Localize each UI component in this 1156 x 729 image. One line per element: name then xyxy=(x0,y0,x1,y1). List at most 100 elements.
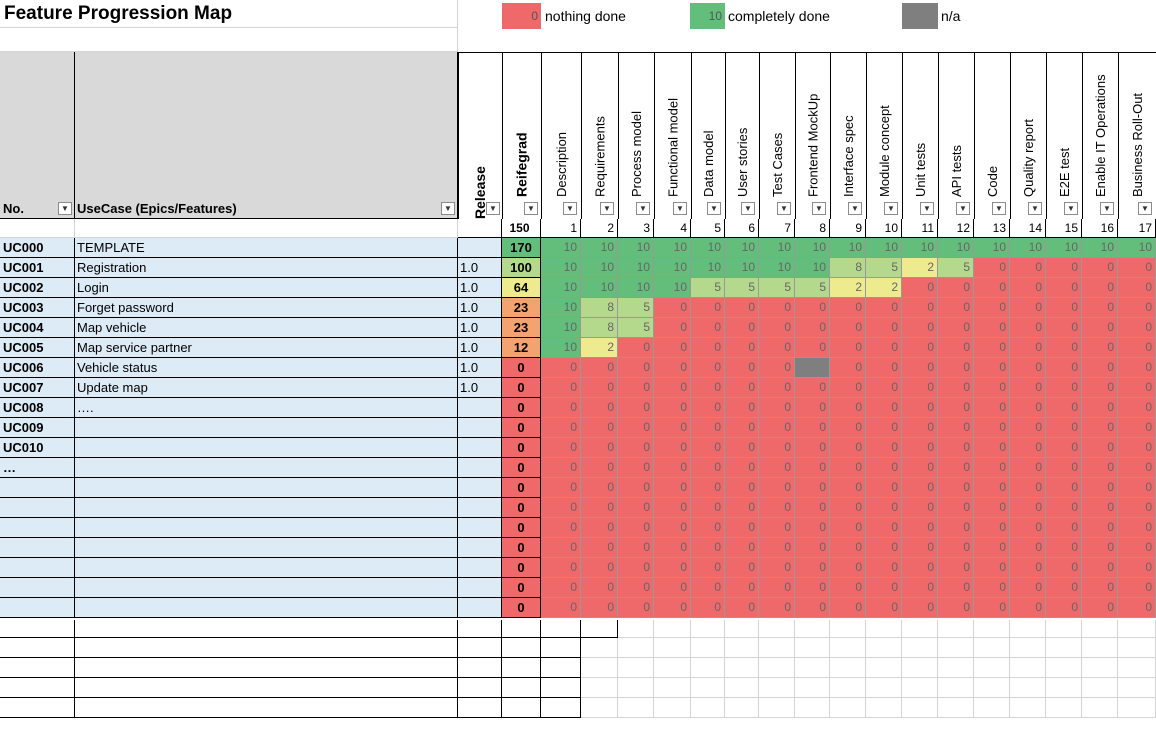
empty-cell[interactable] xyxy=(1082,620,1118,638)
row-task-value[interactable]: 0 xyxy=(830,458,866,478)
row-task-value[interactable]: 0 xyxy=(795,458,830,478)
row-task-value[interactable]: 0 xyxy=(795,498,830,518)
empty-cell[interactable] xyxy=(1010,658,1046,678)
empty-cell[interactable] xyxy=(725,620,759,638)
row-release[interactable]: 1.0 xyxy=(458,318,502,338)
row-task-value[interactable]: 10 xyxy=(618,278,654,298)
empty-cell[interactable] xyxy=(581,638,618,658)
row-release[interactable] xyxy=(458,538,502,558)
row-task-value[interactable]: 0 xyxy=(902,338,938,358)
row-usecase[interactable]: Map service partner xyxy=(75,338,458,358)
row-task-value[interactable]: 0 xyxy=(974,598,1010,618)
empty-cell[interactable] xyxy=(691,678,725,698)
header-task-17[interactable]: Business Roll-Out xyxy=(1118,52,1156,219)
row-task-value[interactable]: 0 xyxy=(1046,278,1082,298)
row-task-value[interactable]: 2 xyxy=(902,258,938,278)
empty-cell[interactable] xyxy=(974,698,1010,718)
filter-dropdown-icon[interactable]: ▼ xyxy=(707,202,721,215)
header-task-13[interactable]: Code xyxy=(974,52,1010,219)
row-release[interactable] xyxy=(458,418,502,438)
empty-cell[interactable] xyxy=(830,678,866,698)
row-task-value[interactable]: 0 xyxy=(866,298,902,318)
row-release[interactable] xyxy=(458,398,502,418)
row-task-value[interactable]: 0 xyxy=(1118,598,1156,618)
empty-cell[interactable] xyxy=(902,620,938,638)
row-task-value[interactable]: 0 xyxy=(725,338,759,358)
row-task-value[interactable]: 0 xyxy=(1118,558,1156,578)
header-task-1[interactable]: Description xyxy=(541,52,581,219)
row-task-value[interactable]: 0 xyxy=(866,378,902,398)
row-task-value[interactable]: 0 xyxy=(1010,398,1046,418)
row-task-value[interactable]: 0 xyxy=(830,418,866,438)
empty-cell[interactable] xyxy=(75,620,458,638)
row-task-value[interactable]: 0 xyxy=(1046,538,1082,558)
empty-cell[interactable] xyxy=(1082,638,1118,658)
header-release[interactable]: Release xyxy=(458,52,502,219)
empty-cell[interactable] xyxy=(75,678,458,698)
header-usecase[interactable]: UseCase (Epics/Features) xyxy=(75,52,458,219)
row-task-value[interactable]: 0 xyxy=(759,378,795,398)
filter-dropdown-icon[interactable]: ▼ xyxy=(812,202,826,215)
row-task-value[interactable]: 0 xyxy=(1046,518,1082,538)
row-task-value[interactable]: 0 xyxy=(691,358,725,378)
row-task-value[interactable]: 0 xyxy=(830,298,866,318)
row-task-value[interactable]: 0 xyxy=(866,338,902,358)
row-task-value[interactable]: 0 xyxy=(618,378,654,398)
row-task-value[interactable]: 0 xyxy=(1082,278,1118,298)
row-task-value[interactable]: 10 xyxy=(1046,238,1082,258)
filter-dropdown-icon[interactable]: ▼ xyxy=(673,202,687,215)
row-task-value[interactable]: 0 xyxy=(795,578,830,598)
row-release[interactable] xyxy=(458,478,502,498)
header-task-2[interactable]: Requirements xyxy=(581,52,618,219)
empty-cell[interactable] xyxy=(795,658,830,678)
filter-dropdown-icon[interactable]: ▼ xyxy=(1028,202,1042,215)
row-task-value[interactable]: 0 xyxy=(1046,358,1082,378)
row-task-value[interactable]: 0 xyxy=(725,318,759,338)
header-task-5[interactable]: Data model xyxy=(691,52,725,219)
row-task-value[interactable]: 0 xyxy=(654,478,691,498)
empty-cell[interactable] xyxy=(974,658,1010,678)
row-task-value[interactable]: 0 xyxy=(1046,578,1082,598)
row-task-value[interactable]: 0 xyxy=(725,458,759,478)
row-task-value[interactable]: 0 xyxy=(938,558,974,578)
row-task-value[interactable]: 10 xyxy=(541,298,581,318)
filter-dropdown-icon[interactable]: ▼ xyxy=(741,202,755,215)
empty-cell[interactable] xyxy=(1010,638,1046,658)
row-task-value[interactable]: 0 xyxy=(830,358,866,378)
row-task-value[interactable]: 0 xyxy=(581,358,618,378)
row-task-value[interactable]: 0 xyxy=(1082,498,1118,518)
empty-cell[interactable] xyxy=(502,658,541,678)
filter-dropdown-icon[interactable]: ▼ xyxy=(777,202,791,215)
empty-cell[interactable] xyxy=(654,638,691,658)
row-task-value[interactable]: 0 xyxy=(1010,358,1046,378)
row-task-value[interactable]: 0 xyxy=(618,478,654,498)
empty-cell[interactable] xyxy=(75,698,458,718)
row-task-value[interactable]: 0 xyxy=(902,318,938,338)
row-task-value[interactable]: 5 xyxy=(866,258,902,278)
row-task-value[interactable]: 0 xyxy=(691,478,725,498)
row-release[interactable]: 1.0 xyxy=(458,258,502,278)
row-task-value[interactable]: 10 xyxy=(581,258,618,278)
row-task-value[interactable]: 0 xyxy=(974,498,1010,518)
row-task-value[interactable]: 10 xyxy=(541,318,581,338)
row-task-value[interactable]: 0 xyxy=(581,458,618,478)
row-task-value[interactable]: 0 xyxy=(866,418,902,438)
row-task-value[interactable]: 10 xyxy=(795,258,830,278)
row-task-value[interactable]: 0 xyxy=(654,398,691,418)
row-usecase[interactable] xyxy=(75,518,458,538)
row-task-value[interactable]: 0 xyxy=(866,538,902,558)
row-task-value[interactable]: 0 xyxy=(1118,438,1156,458)
row-task-value[interactable]: 0 xyxy=(974,318,1010,338)
row-task-value[interactable]: 0 xyxy=(581,578,618,598)
empty-cell[interactable] xyxy=(1046,678,1082,698)
row-task-value[interactable]: 0 xyxy=(1010,298,1046,318)
row-task-value[interactable]: 0 xyxy=(654,378,691,398)
empty-cell[interactable] xyxy=(458,620,502,638)
row-task-value[interactable]: 0 xyxy=(866,458,902,478)
row-task-value[interactable]: 0 xyxy=(1118,578,1156,598)
empty-cell[interactable] xyxy=(938,678,974,698)
row-task-value[interactable]: 0 xyxy=(1010,558,1046,578)
empty-cell[interactable] xyxy=(458,638,502,658)
row-task-value[interactable]: 0 xyxy=(541,538,581,558)
row-task-value[interactable]: 0 xyxy=(866,478,902,498)
